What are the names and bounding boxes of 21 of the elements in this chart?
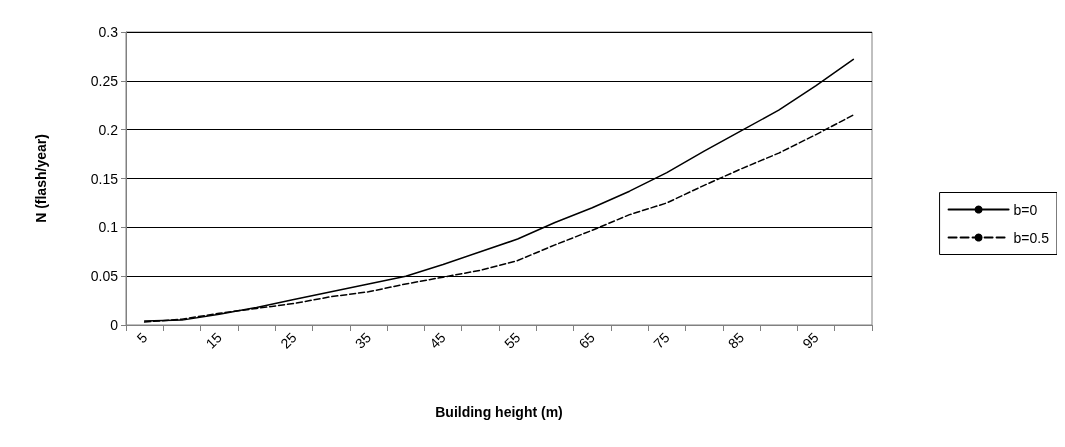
x-tick-label: 45: [426, 329, 449, 352]
y-tick-label: 0.2: [98, 121, 119, 138]
x-tick-label: 85: [724, 329, 748, 352]
legend-label: b=0: [1013, 201, 1038, 218]
y-tick-label: 0: [110, 317, 119, 333]
x-tick-label: 25: [277, 329, 300, 352]
x-tick-label: 35: [351, 329, 375, 352]
y-tick-label: 0.3: [98, 24, 119, 40]
x-tick-label: 75: [650, 329, 673, 352]
x-tick-label: 55: [500, 329, 524, 352]
x-tick-label: 15: [202, 329, 226, 352]
x-tick-label: 65: [575, 329, 599, 352]
legend-label: b=0.5: [1013, 229, 1050, 246]
y-tick-label: 0.05: [90, 268, 119, 285]
y-tick-label: 0.1: [98, 219, 119, 236]
y-tick-label: 0.25: [90, 72, 119, 89]
x-axis-title: Building height (m): [435, 404, 563, 420]
x-tick-label: 5: [133, 329, 151, 347]
y-axis-title: N (flash/year): [33, 134, 49, 223]
x-tick-label: 95: [799, 329, 822, 352]
y-tick-label: 0.15: [90, 170, 119, 187]
